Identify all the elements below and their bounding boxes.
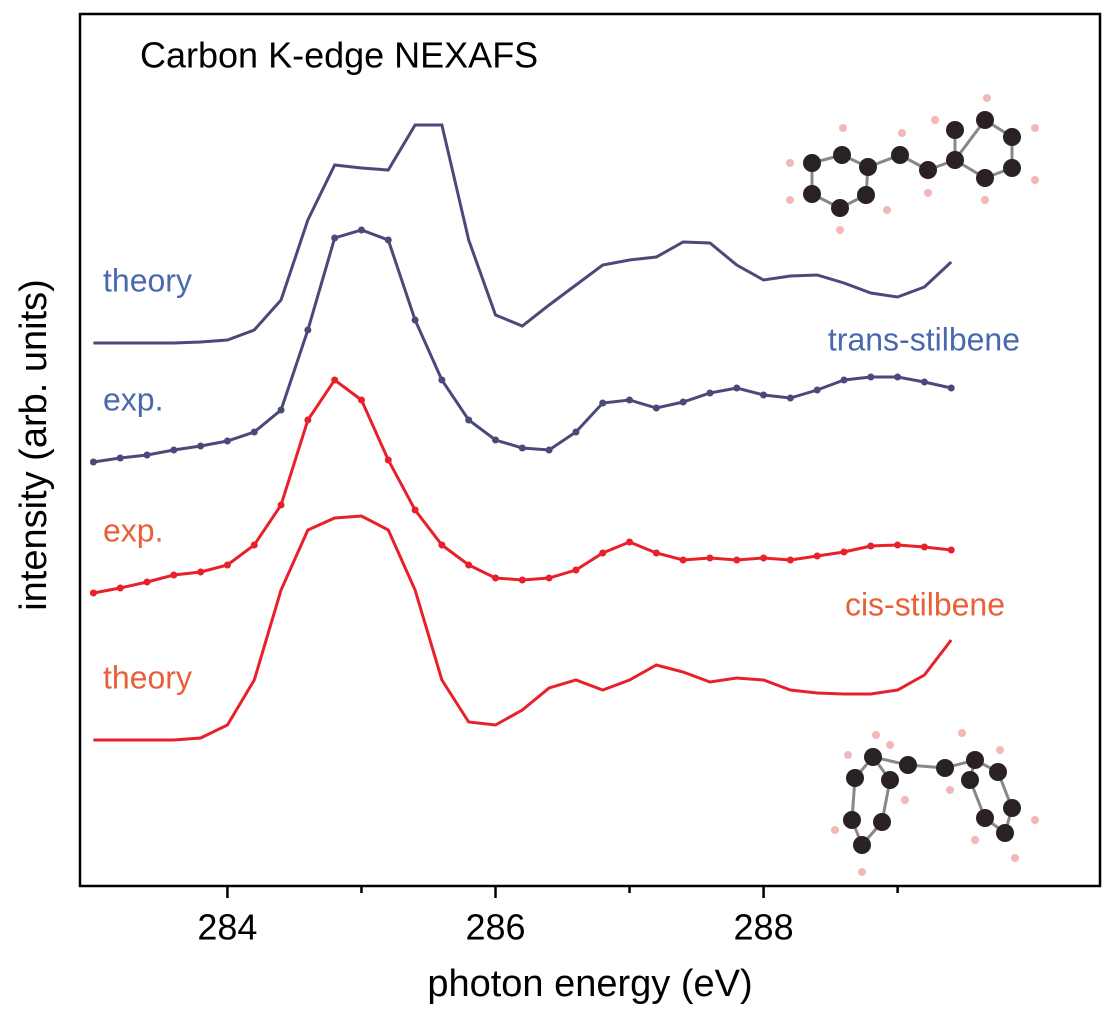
data-point (385, 237, 392, 244)
data-point (867, 543, 874, 550)
data-point (626, 397, 633, 404)
data-point (706, 555, 713, 562)
data-point (653, 405, 660, 412)
data-point (572, 567, 579, 574)
data-point (948, 547, 955, 554)
plot-frame (80, 14, 1100, 886)
data-point (117, 455, 124, 462)
chart-title: Carbon K-edge NEXAFS (140, 35, 538, 76)
data-point (358, 227, 365, 234)
data-point (814, 387, 821, 394)
data-point (814, 553, 821, 560)
data-point (331, 235, 338, 242)
data-point (894, 542, 901, 549)
data-point (278, 407, 285, 414)
data-point (867, 374, 874, 381)
data-point (519, 445, 526, 452)
data-point (197, 569, 204, 576)
data-point (921, 544, 928, 551)
data-point (599, 550, 606, 557)
data-point (706, 390, 713, 397)
data-point (90, 459, 97, 466)
data-point (546, 447, 553, 454)
series-label: exp. (103, 512, 163, 548)
data-point (572, 429, 579, 436)
data-point (948, 385, 955, 392)
x-tick-label: 288 (734, 907, 794, 948)
data-point (251, 542, 258, 549)
cis-molecule (831, 729, 1039, 876)
series-label: exp. (103, 381, 163, 417)
data-point (465, 417, 472, 424)
data-point (840, 549, 847, 556)
data-point (438, 542, 445, 549)
series-line (93, 125, 951, 343)
data-point (385, 457, 392, 464)
data-point (465, 562, 472, 569)
series-line (93, 380, 951, 593)
data-point (90, 590, 97, 597)
data-point (787, 557, 794, 564)
data-point (251, 429, 258, 436)
data-point (680, 399, 687, 406)
data-point (492, 575, 499, 582)
data-point (412, 507, 419, 514)
data-point (144, 579, 151, 586)
data-point (760, 555, 767, 562)
data-point (412, 317, 419, 324)
data-point (894, 374, 901, 381)
series-line (93, 516, 951, 740)
data-point (170, 572, 177, 579)
x-tick-label: 284 (197, 907, 257, 948)
data-point (224, 438, 231, 445)
data-point (492, 437, 499, 444)
trans-molecule (786, 94, 1039, 234)
series-label: theory (103, 262, 192, 298)
data-point (787, 395, 794, 402)
data-point (733, 557, 740, 564)
chart: Carbon K-edge NEXAFS photon energy (eV) … (0, 0, 1104, 1012)
data-point (117, 585, 124, 592)
series-label: theory (103, 659, 192, 695)
data-point (144, 452, 151, 459)
annotation: trans-stilbene (828, 321, 1020, 357)
data-point (438, 377, 445, 384)
x-axis-label: photon energy (eV) (427, 963, 752, 1005)
series-line (93, 230, 951, 462)
data-point (599, 400, 606, 407)
data-point (840, 377, 847, 384)
data-point (278, 502, 285, 509)
data-point (519, 577, 526, 584)
data-point (546, 575, 553, 582)
y-axis-label: intensity (arb. units) (13, 279, 55, 611)
data-point (358, 397, 365, 404)
data-point (304, 417, 311, 424)
annotation: cis-stilbene (845, 586, 1005, 622)
data-point (653, 550, 660, 557)
data-point (197, 443, 204, 450)
data-point (331, 377, 338, 384)
data-point (733, 385, 740, 392)
x-tick-label: 286 (465, 907, 525, 948)
data-point (680, 557, 687, 564)
data-point (304, 327, 311, 334)
data-point (760, 392, 767, 399)
data-point (170, 447, 177, 454)
data-point (224, 562, 231, 569)
data-point (626, 539, 633, 546)
data-point (921, 379, 928, 386)
